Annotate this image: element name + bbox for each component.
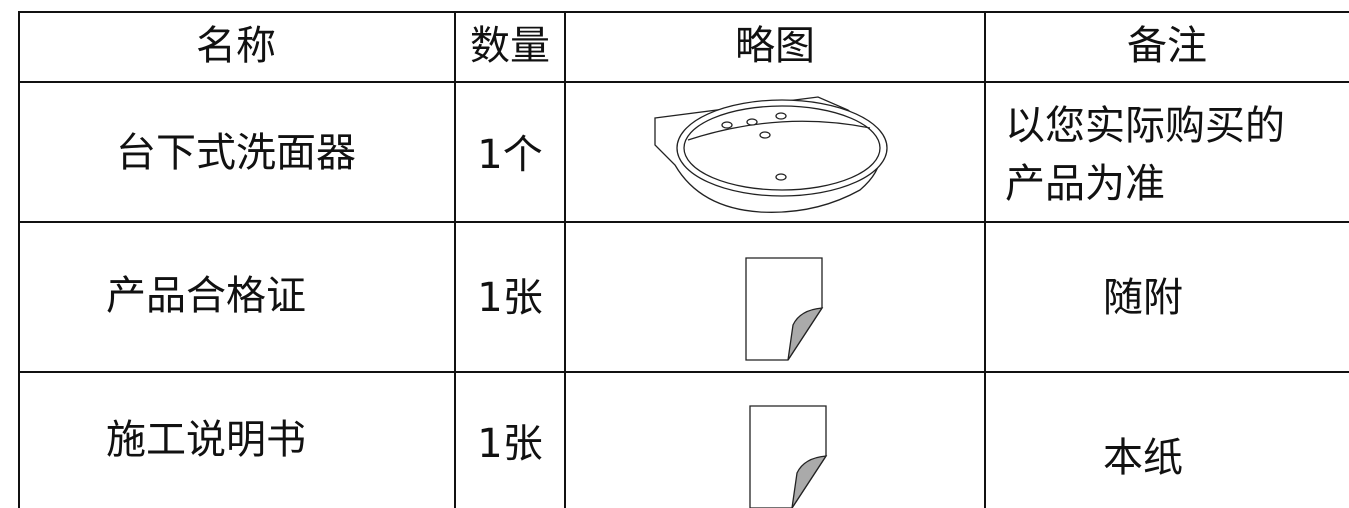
item-name: 产品合格证 xyxy=(106,273,306,319)
item-notes: 产品为准 xyxy=(1005,161,1165,207)
paper-icon xyxy=(745,257,824,361)
header-cell: 略图 xyxy=(735,23,815,69)
item-name: 台下式洗面器 xyxy=(116,130,356,176)
paper-icon xyxy=(749,405,828,508)
item-notes: 本纸 xyxy=(1103,435,1183,481)
item-quantity: 1个 xyxy=(477,132,542,178)
header-cell: 数量 xyxy=(470,23,550,69)
item-name: 施工说明书 xyxy=(106,417,306,463)
item-quantity: 1张 xyxy=(477,421,542,467)
item-quantity: 1张 xyxy=(477,275,542,321)
header-cell: 备注 xyxy=(1127,23,1207,69)
sink-sketch xyxy=(654,96,888,213)
item-notes: 以您实际购买的 xyxy=(1005,103,1285,149)
item-notes: 随附 xyxy=(1103,275,1183,321)
table-grid xyxy=(18,11,1349,508)
header-cell: 名称 xyxy=(196,23,276,69)
